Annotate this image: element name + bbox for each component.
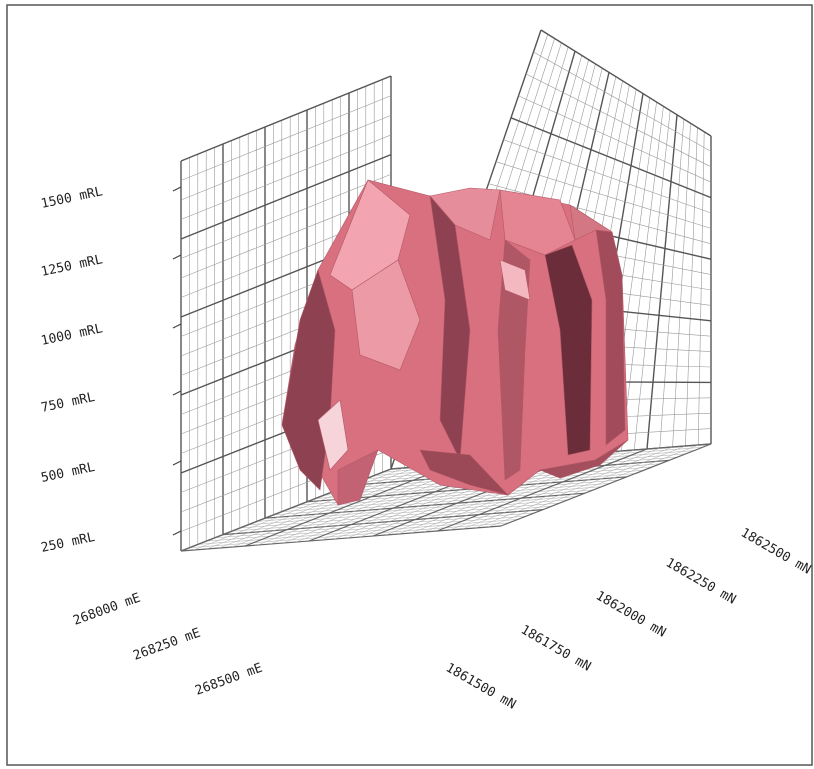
surface-facet <box>337 449 379 506</box>
grid-line <box>214 512 535 539</box>
z-tick <box>172 254 182 260</box>
grid-line <box>206 466 417 550</box>
grid-line <box>189 522 510 548</box>
z-tick <box>172 460 182 466</box>
surface-facet <box>351 259 421 371</box>
surface-facet <box>538 439 629 479</box>
axis-lines <box>172 186 182 536</box>
surface-facet <box>569 204 613 241</box>
grid-line <box>180 134 392 220</box>
grid-line <box>248 499 569 526</box>
grid-line <box>239 502 560 529</box>
grid-line <box>510 117 712 199</box>
surface-facet <box>499 259 531 301</box>
z-tick <box>172 390 182 396</box>
grid-line <box>206 515 527 542</box>
grid-line <box>488 444 699 528</box>
grid-line <box>449 447 660 531</box>
grid-line <box>197 519 518 545</box>
grid-line <box>180 173 392 259</box>
z-tick <box>172 186 182 192</box>
grid-line <box>193 467 404 551</box>
grid-line <box>231 506 552 532</box>
grid-line <box>475 445 686 529</box>
surface-facet <box>499 189 576 256</box>
grid-line <box>180 525 502 552</box>
grid-line <box>540 29 712 137</box>
grid-line <box>500 443 712 527</box>
z-tick <box>172 323 182 329</box>
surface-facet <box>419 449 509 496</box>
grid-line <box>488 183 712 245</box>
grid-line <box>281 486 602 512</box>
grid-line <box>518 95 712 183</box>
grid-line <box>525 73 712 168</box>
grid-line <box>180 75 392 162</box>
grid-line <box>244 463 456 547</box>
grid-line <box>232 464 443 548</box>
grid-line <box>273 489 594 516</box>
z-tick <box>172 530 182 536</box>
grid-line <box>180 95 392 181</box>
grid-line <box>462 446 673 530</box>
grid-line <box>495 161 712 229</box>
surface-facet <box>497 239 531 481</box>
surface-facet <box>544 244 593 456</box>
grid-line <box>264 492 586 519</box>
grid-line <box>436 448 648 532</box>
grid-line <box>503 139 712 214</box>
orebody-surface <box>281 179 629 506</box>
grid-line <box>180 115 392 201</box>
grid-line <box>180 153 392 240</box>
grid-line <box>222 509 544 536</box>
grid-line <box>533 51 712 152</box>
surface-facet <box>317 399 349 471</box>
grid-line <box>290 483 611 509</box>
grid-line <box>219 465 430 549</box>
grid-line <box>256 496 577 522</box>
